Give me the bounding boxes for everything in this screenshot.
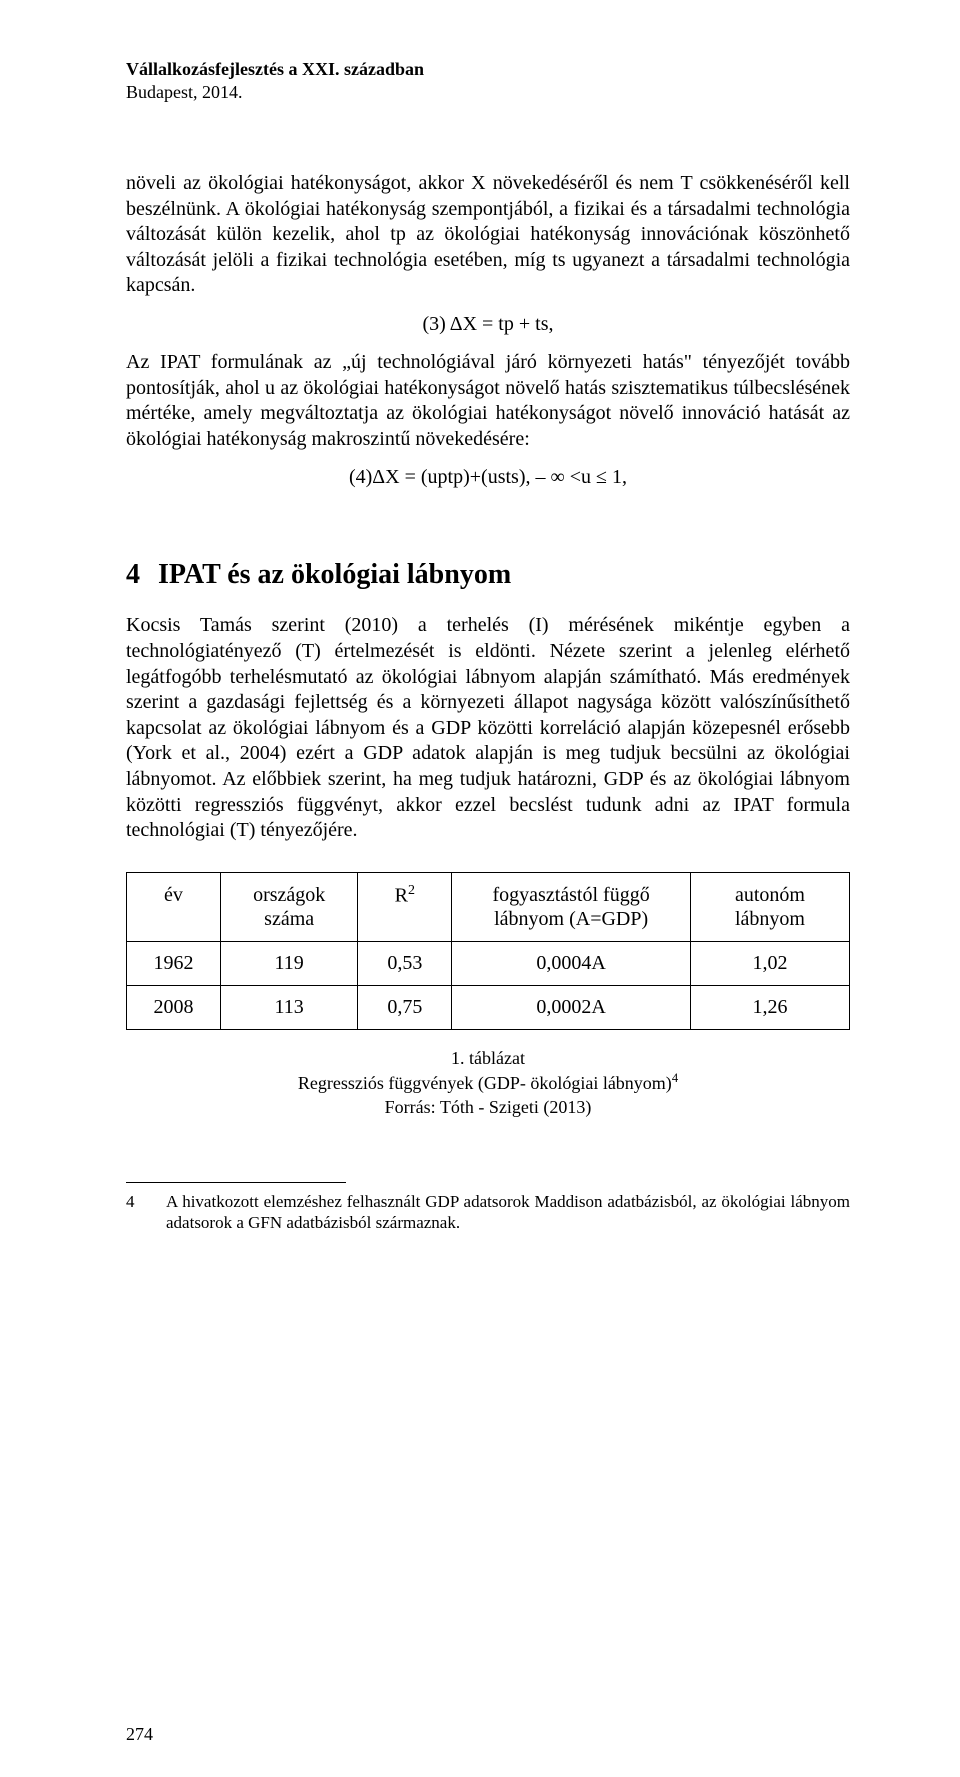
regression-table: év országok száma R2 fogyasztástól függő… [126,872,850,1030]
cell: 113 [220,985,357,1029]
table-body: 1962 119 0,53 0,0004A 1,02 2008 113 0,75… [127,941,850,1029]
running-head-title: Vállalkozásfejlesztés a XXI. században [126,58,850,81]
table-caption: 1. táblázat Regressziós függvények (GDP-… [126,1046,850,1120]
cell: 0,0002A [452,985,691,1029]
equation-3: (3) ΔX = tp + ts, [126,313,850,336]
footnote-text: A hivatkozott elemzéshez felhasznált GDP… [166,1191,850,1234]
paragraph-2: Az IPAT formulának az „új technológiával… [126,350,850,452]
cell: 1,26 [690,985,849,1029]
equation-4: (4)ΔX = (uptp)+(usts), – ∞ <u ≤ 1, [126,466,850,489]
section-title: IPAT és az ökológiai lábnyom [158,559,511,590]
th-dep: fogyasztástól függő lábnyom (A=GDP) [452,872,691,941]
paragraph-3: Kocsis Tamás szerint (2010) a terhelés (… [126,613,850,843]
cell: 0,75 [358,985,452,1029]
table-row: 1962 119 0,53 0,0004A 1,02 [127,941,850,985]
cell: 1962 [127,941,221,985]
th-count: országok száma [220,872,357,941]
table-header-row: év országok száma R2 fogyasztástól függő… [127,872,850,941]
footnote: 4 A hivatkozott elemzéshez felhasznált G… [126,1191,850,1234]
page: Vállalkozásfejlesztés a XXI. században B… [0,0,960,1777]
table-row: 2008 113 0,75 0,0002A 1,26 [127,985,850,1029]
footnote-separator [126,1182,346,1183]
section-number: 4 [126,559,140,591]
cell: 1,02 [690,941,849,985]
th-r2: R2 [358,872,452,941]
cell: 0,53 [358,941,452,985]
cell: 2008 [127,985,221,1029]
footnote-number: 4 [126,1191,166,1234]
caption-line-1: 1. táblázat [126,1046,850,1070]
cell: 119 [220,941,357,985]
cell: 0,0004A [452,941,691,985]
th-auto: autonóm lábnyom [690,872,849,941]
paragraph-1: növeli az ökológiai hatékonyságot, akkor… [126,171,850,299]
running-head: Vállalkozásfejlesztés a XXI. században B… [126,58,850,103]
th-year: év [127,872,221,941]
page-number: 274 [126,1724,153,1745]
caption-line-3: Forrás: Tóth - Szigeti (2013) [126,1095,850,1119]
running-head-subtitle: Budapest, 2014. [126,81,850,104]
section-heading: 4 IPAT és az ökológiai lábnyom [126,559,850,591]
caption-line-2: Regressziós függvények (GDP- ökológiai l… [126,1070,850,1095]
